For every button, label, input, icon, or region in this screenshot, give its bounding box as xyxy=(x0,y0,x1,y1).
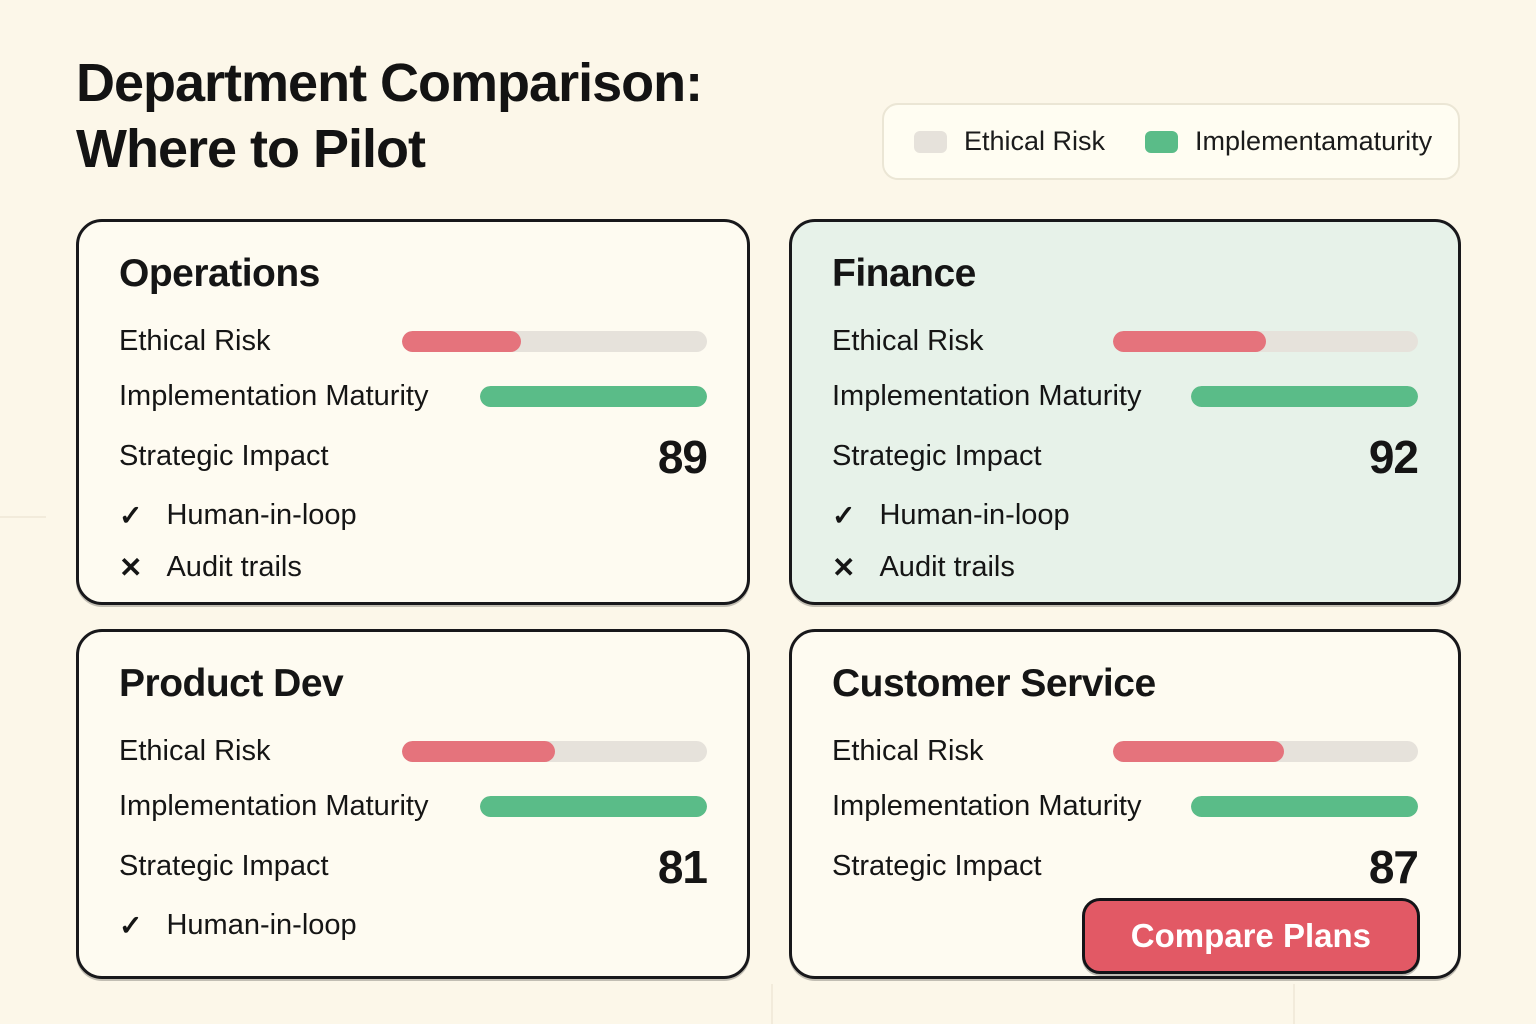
ethical-risk-label: Ethical Risk xyxy=(119,325,271,358)
ethical-risk-bar-fill xyxy=(1113,331,1266,353)
card-product-dev: Product Dev Ethical Risk Implementation … xyxy=(76,629,750,979)
legend: Ethical Risk Implementamaturity xyxy=(882,103,1460,180)
strategic-impact-label: Strategic Impact xyxy=(119,850,329,883)
strategic-impact-row: Strategic Impact 92 xyxy=(832,431,1419,483)
strategic-impact-row: Strategic Impact 87 xyxy=(832,841,1419,893)
compare-plans-button[interactable]: Compare Plans xyxy=(1081,898,1420,974)
metric-row-implementation-maturity: Implementation Maturity xyxy=(119,380,707,413)
ethical-risk-bar-fill xyxy=(402,741,555,763)
ethical-risk-swatch-icon xyxy=(914,130,947,153)
metric-row-implementation-maturity: Implementation Maturity xyxy=(832,790,1418,823)
maturity-bar-fill xyxy=(1191,796,1418,818)
strategic-impact-label: Strategic Impact xyxy=(832,850,1042,883)
maturity-bar-fill xyxy=(480,386,707,408)
legend-label: Implementamaturity xyxy=(1195,126,1433,156)
card-finance: Finance Ethical Risk Implementation Matu… xyxy=(789,219,1461,605)
feature-label: Human-in-loop xyxy=(166,499,357,532)
legend-label: Ethical Risk xyxy=(964,126,1106,156)
strategic-impact-label: Strategic Impact xyxy=(119,440,329,473)
ethical-risk-label: Ethical Risk xyxy=(832,325,984,358)
card-operations: Operations Ethical Risk Implementation M… xyxy=(76,219,750,605)
card-title: Product Dev xyxy=(119,662,344,705)
card-title: Operations xyxy=(119,252,320,295)
feature-row-human-in-loop: ✓ Human-in-loop xyxy=(119,499,707,532)
strategic-impact-value: 81 xyxy=(657,840,708,893)
strategic-impact-row: Strategic Impact 81 xyxy=(119,841,708,893)
implementation-maturity-label: Implementation Maturity xyxy=(119,790,429,823)
card-title: Finance xyxy=(832,252,976,295)
strategic-impact-value: 92 xyxy=(1368,430,1419,483)
maturity-bar-fill xyxy=(1191,386,1418,408)
implementation-maturity-label: Implementation Maturity xyxy=(832,790,1142,823)
implementation-maturity-label: Implementation Maturity xyxy=(119,380,429,413)
metric-row-ethical-risk: Ethical Risk xyxy=(832,325,1418,358)
ethical-risk-bar-fill xyxy=(1113,741,1284,763)
texture-seam xyxy=(1293,984,1295,1024)
maturity-bar-track xyxy=(480,796,707,818)
metric-row-implementation-maturity: Implementation Maturity xyxy=(832,380,1418,413)
maturity-bar-track xyxy=(1191,386,1418,408)
strategic-impact-row: Strategic Impact 89 xyxy=(119,431,708,483)
feature-label: Audit trails xyxy=(879,551,1015,584)
check-icon: ✓ xyxy=(119,909,143,941)
maturity-bar-track xyxy=(480,386,707,408)
ethical-risk-bar-track xyxy=(1113,331,1418,353)
maturity-bar-track xyxy=(1191,796,1418,818)
texture-seam xyxy=(771,984,773,1024)
legend-item-ethical-risk: Ethical Risk xyxy=(914,126,1105,157)
page-title: Department Comparison: Where to Pilot xyxy=(76,53,703,180)
feature-row-audit-trails: ✕ Audit trails xyxy=(832,551,1418,584)
ethical-risk-bar-fill xyxy=(402,331,521,353)
feature-row-human-in-loop: ✓ Human-in-loop xyxy=(832,499,1418,532)
metric-row-implementation-maturity: Implementation Maturity xyxy=(119,790,707,823)
feature-row-human-in-loop: ✓ Human-in-loop xyxy=(119,909,707,942)
ethical-risk-label: Ethical Risk xyxy=(832,735,984,768)
check-icon: ✓ xyxy=(119,499,143,531)
strategic-impact-label: Strategic Impact xyxy=(832,440,1042,473)
metric-row-ethical-risk: Ethical Risk xyxy=(119,325,707,358)
ethical-risk-label: Ethical Risk xyxy=(119,735,271,768)
maturity-swatch-icon xyxy=(1145,130,1179,153)
cross-icon: ✕ xyxy=(119,551,143,583)
legend-item-implementation-maturity: Implementamaturity xyxy=(1145,126,1432,157)
ethical-risk-bar-track xyxy=(402,331,707,353)
metric-row-ethical-risk: Ethical Risk xyxy=(119,735,707,768)
feature-label: Audit trails xyxy=(166,551,302,584)
ethical-risk-bar-track xyxy=(1113,741,1418,763)
card-title: Customer Service xyxy=(832,662,1156,705)
maturity-bar-fill xyxy=(480,796,707,818)
ethical-risk-bar-track xyxy=(402,741,707,763)
feature-label: Human-in-loop xyxy=(879,499,1070,532)
implementation-maturity-label: Implementation Maturity xyxy=(832,380,1142,413)
strategic-impact-value: 87 xyxy=(1368,840,1419,893)
metric-row-ethical-risk: Ethical Risk xyxy=(832,735,1418,768)
strategic-impact-value: 89 xyxy=(657,430,708,483)
cross-icon: ✕ xyxy=(832,551,856,583)
texture-seam xyxy=(0,516,46,518)
feature-label: Human-in-loop xyxy=(166,909,357,942)
feature-row-audit-trails: ✕ Audit trails xyxy=(119,551,707,584)
check-icon: ✓ xyxy=(832,499,856,531)
card-customer-service: Customer Service Ethical Risk Implementa… xyxy=(789,629,1461,979)
